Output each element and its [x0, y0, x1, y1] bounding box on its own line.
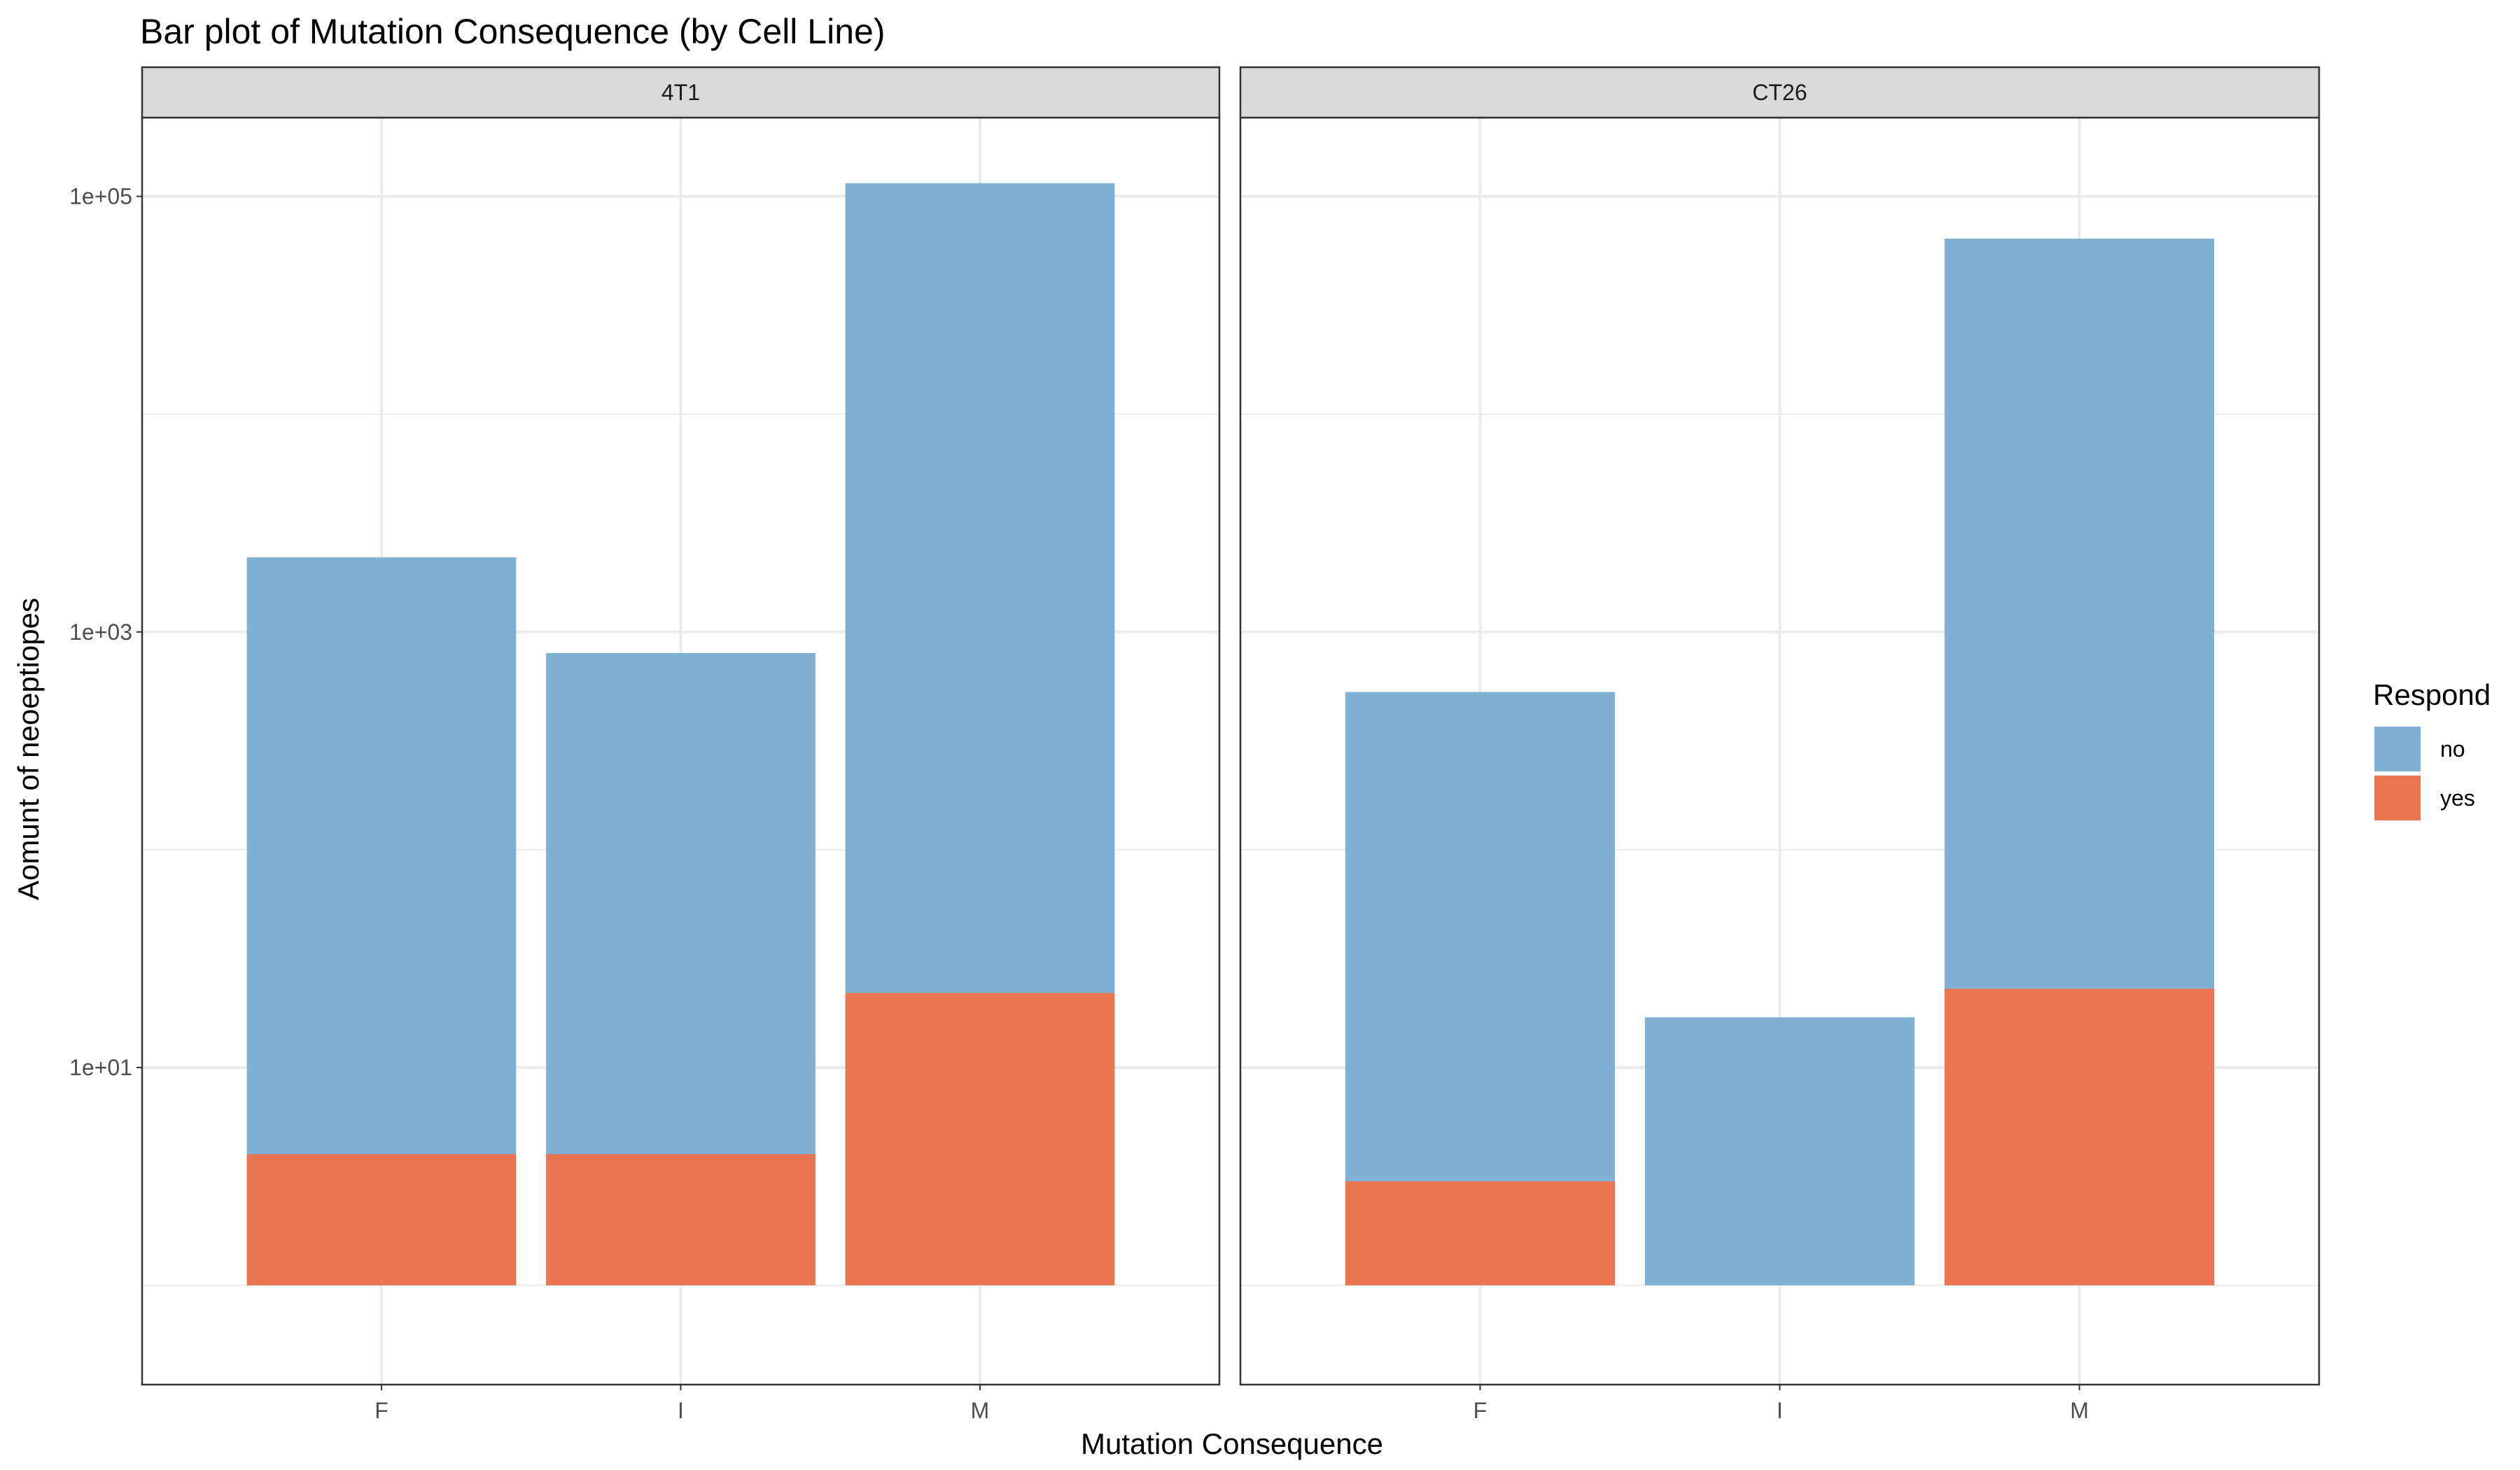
x-axis-title: Mutation Consequence	[1081, 1427, 1383, 1460]
bar-yes-ct26-f	[1345, 1181, 1616, 1286]
facet-strip-label: CT26	[1752, 80, 1807, 105]
legend-swatch-yes	[2374, 776, 2421, 820]
x-tick-label: F	[374, 1398, 388, 1423]
y-tick-label: 1e+03	[69, 620, 132, 645]
legend: Respond no yes	[2373, 678, 2491, 820]
bar-no-ct26-i	[1644, 1017, 1915, 1286]
y-axis: 1e+01 1e+03 1e+05	[69, 184, 142, 1080]
x-tick-label: I	[1777, 1398, 1783, 1423]
legend-swatch-no	[2374, 727, 2421, 771]
bar-yes-4t1-f	[246, 1154, 517, 1286]
facet-panel-ct26: CT26	[1239, 66, 2320, 1386]
legend-label-no: no	[2440, 736, 2465, 762]
facet-strip	[1239, 66, 2320, 119]
x-tick-label: F	[1474, 1398, 1488, 1423]
chart-title: Bar plot of Mutation Consequence (by Cel…	[140, 12, 885, 51]
x-tick-label: M	[971, 1398, 990, 1423]
facet-strip	[141, 66, 1221, 119]
x-tick-label: I	[678, 1398, 684, 1423]
y-tick-label: 1e+01	[69, 1055, 132, 1080]
y-axis-title: Aomunt of neoeptiopes	[12, 598, 45, 900]
bar-yes-4t1-i	[546, 1154, 816, 1286]
legend-label-yes: yes	[2440, 785, 2475, 811]
bar-yes-ct26-m	[1944, 988, 2215, 1286]
facet-strip-label: 4T1	[662, 80, 700, 105]
facet-panel-4t1: 4T1	[141, 66, 1221, 1386]
bar-yes-4t1-m	[845, 993, 1115, 1286]
facet-panels: 4T1 CT26	[141, 66, 2320, 1386]
y-tick-label: 1e+05	[69, 184, 132, 209]
x-tick-label: M	[2070, 1398, 2089, 1423]
legend-title: Respond	[2373, 678, 2491, 711]
